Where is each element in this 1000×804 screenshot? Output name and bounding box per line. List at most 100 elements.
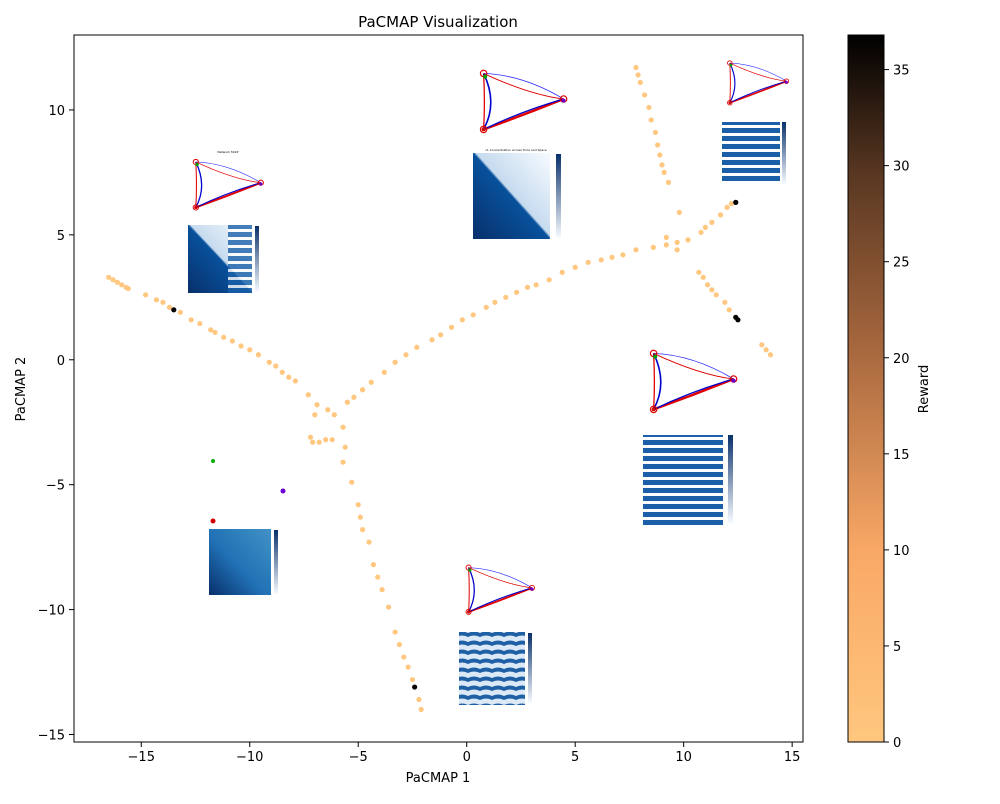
- y-tick-label: 10: [48, 104, 65, 119]
- scatter-point: [166, 304, 173, 310]
- chart-title: PaCMAP Visualization: [358, 13, 518, 31]
- scatter-point: [717, 212, 724, 218]
- scatter-point: [585, 259, 591, 265]
- scatter-point: [448, 324, 455, 330]
- scatter-point: [396, 641, 403, 648]
- scatter-point: [349, 479, 355, 485]
- colorbar-tick-label: 30: [893, 160, 910, 175]
- scatter-point: [359, 527, 366, 533]
- scatter-points: [106, 64, 774, 713]
- scatter-point: [238, 343, 244, 349]
- scatter-point: [635, 72, 641, 78]
- scatter-point: [709, 219, 715, 225]
- y-tick-label: −10: [38, 604, 65, 619]
- scatter-point: [698, 229, 704, 235]
- x-tick-label: −5: [349, 750, 368, 765]
- inset-heatmap-right: [643, 435, 733, 525]
- scatter-point: [661, 169, 667, 176]
- scatter-point: [305, 392, 311, 398]
- scatter-point: [405, 664, 411, 670]
- scatter-point: [438, 332, 444, 338]
- scatter-point: [733, 199, 739, 205]
- scatter-point: [355, 502, 361, 508]
- scatter-point: [709, 287, 715, 293]
- scatter-point: [572, 264, 578, 270]
- scatter-point: [310, 439, 316, 445]
- scatter-point: [375, 574, 381, 580]
- inset-heatmap-topleft: [188, 225, 259, 293]
- colorbar-tick-label: 0: [893, 736, 901, 751]
- colorbar-label: Reward: [917, 365, 932, 413]
- scatter-point: [648, 117, 654, 123]
- colorbar-tick-label: 10: [893, 544, 910, 559]
- scatter-point: [323, 437, 329, 443]
- scatter-point: [208, 327, 214, 333]
- colorbar-tick-label: 20: [893, 352, 910, 367]
- inset-heatmap-bottom: [459, 632, 532, 705]
- y-tick-label: −15: [38, 729, 65, 744]
- scatter-point: [503, 294, 509, 300]
- scatter-point: [329, 437, 335, 443]
- y-tick-label: −5: [46, 479, 65, 494]
- colorbar-tick-label: 25: [893, 256, 910, 271]
- scatter-point: [546, 277, 552, 283]
- scatter-point: [685, 237, 691, 243]
- scatter-point: [414, 344, 420, 350]
- scatter-point: [470, 312, 476, 318]
- scatter-point: [286, 374, 292, 380]
- x-tick-label: 10: [675, 750, 692, 765]
- scatter-point: [197, 320, 203, 327]
- scatter-point: [483, 304, 489, 310]
- scatter-point: [307, 434, 314, 440]
- scatter-point: [657, 152, 663, 158]
- scatter-point: [674, 239, 680, 245]
- scatter-point: [340, 424, 346, 430]
- scatter-point: [119, 282, 125, 288]
- scatter-point: [392, 629, 398, 635]
- inset-heatmap-bottomleft: [209, 529, 278, 595]
- scatter-point: [728, 201, 735, 207]
- scatter-point: [177, 309, 183, 315]
- scatter-point: [418, 706, 424, 713]
- scatter-point: [652, 129, 659, 136]
- scatter-point: [357, 514, 363, 520]
- plot-area: [73, 34, 804, 743]
- scatter-point: [314, 402, 320, 408]
- scatter-point: [247, 347, 253, 353]
- colorbar-tick-label: 15: [893, 448, 910, 463]
- scatter-point: [125, 285, 131, 292]
- inset-plot-title: c1 Concentration Across Time and Space: [485, 148, 547, 152]
- scatter-point: [114, 279, 120, 285]
- scatter-point: [403, 352, 409, 358]
- scatter-point: [142, 292, 149, 298]
- scatter-point: [316, 439, 322, 445]
- scatter-point: [533, 282, 539, 288]
- scatter-point: [524, 284, 531, 290]
- scatter-point: [726, 307, 732, 313]
- scatter-point: [351, 394, 357, 400]
- scatter-point: [759, 342, 765, 348]
- scatter-point: [767, 352, 774, 358]
- scatter-point: [735, 317, 741, 323]
- scatter-point: [459, 317, 465, 323]
- scatter-point: [646, 104, 652, 111]
- scatter-point: [359, 387, 366, 393]
- scatter-point: [702, 224, 708, 230]
- y-axis: −15 −10 −5 0 5 10: [38, 104, 74, 744]
- scatter-point: [633, 247, 639, 253]
- scatter-point: [368, 379, 374, 385]
- colorbar-tick-label: 35: [893, 64, 910, 79]
- scatter-point: [429, 337, 435, 343]
- x-tick-label: 15: [784, 750, 801, 765]
- scatter-point: [331, 412, 337, 418]
- colorbar: [847, 34, 885, 743]
- scatter-point: [392, 359, 398, 365]
- scatter-point: [663, 234, 669, 240]
- y-axis-label: PaCMAP 2: [14, 357, 29, 422]
- x-tick-label: 0: [463, 750, 471, 765]
- scatter-point: [273, 363, 279, 369]
- scatter-point: [340, 459, 346, 465]
- scatter-point: [663, 242, 669, 248]
- x-tick-label: −10: [236, 750, 263, 765]
- scatter-point: [110, 277, 116, 283]
